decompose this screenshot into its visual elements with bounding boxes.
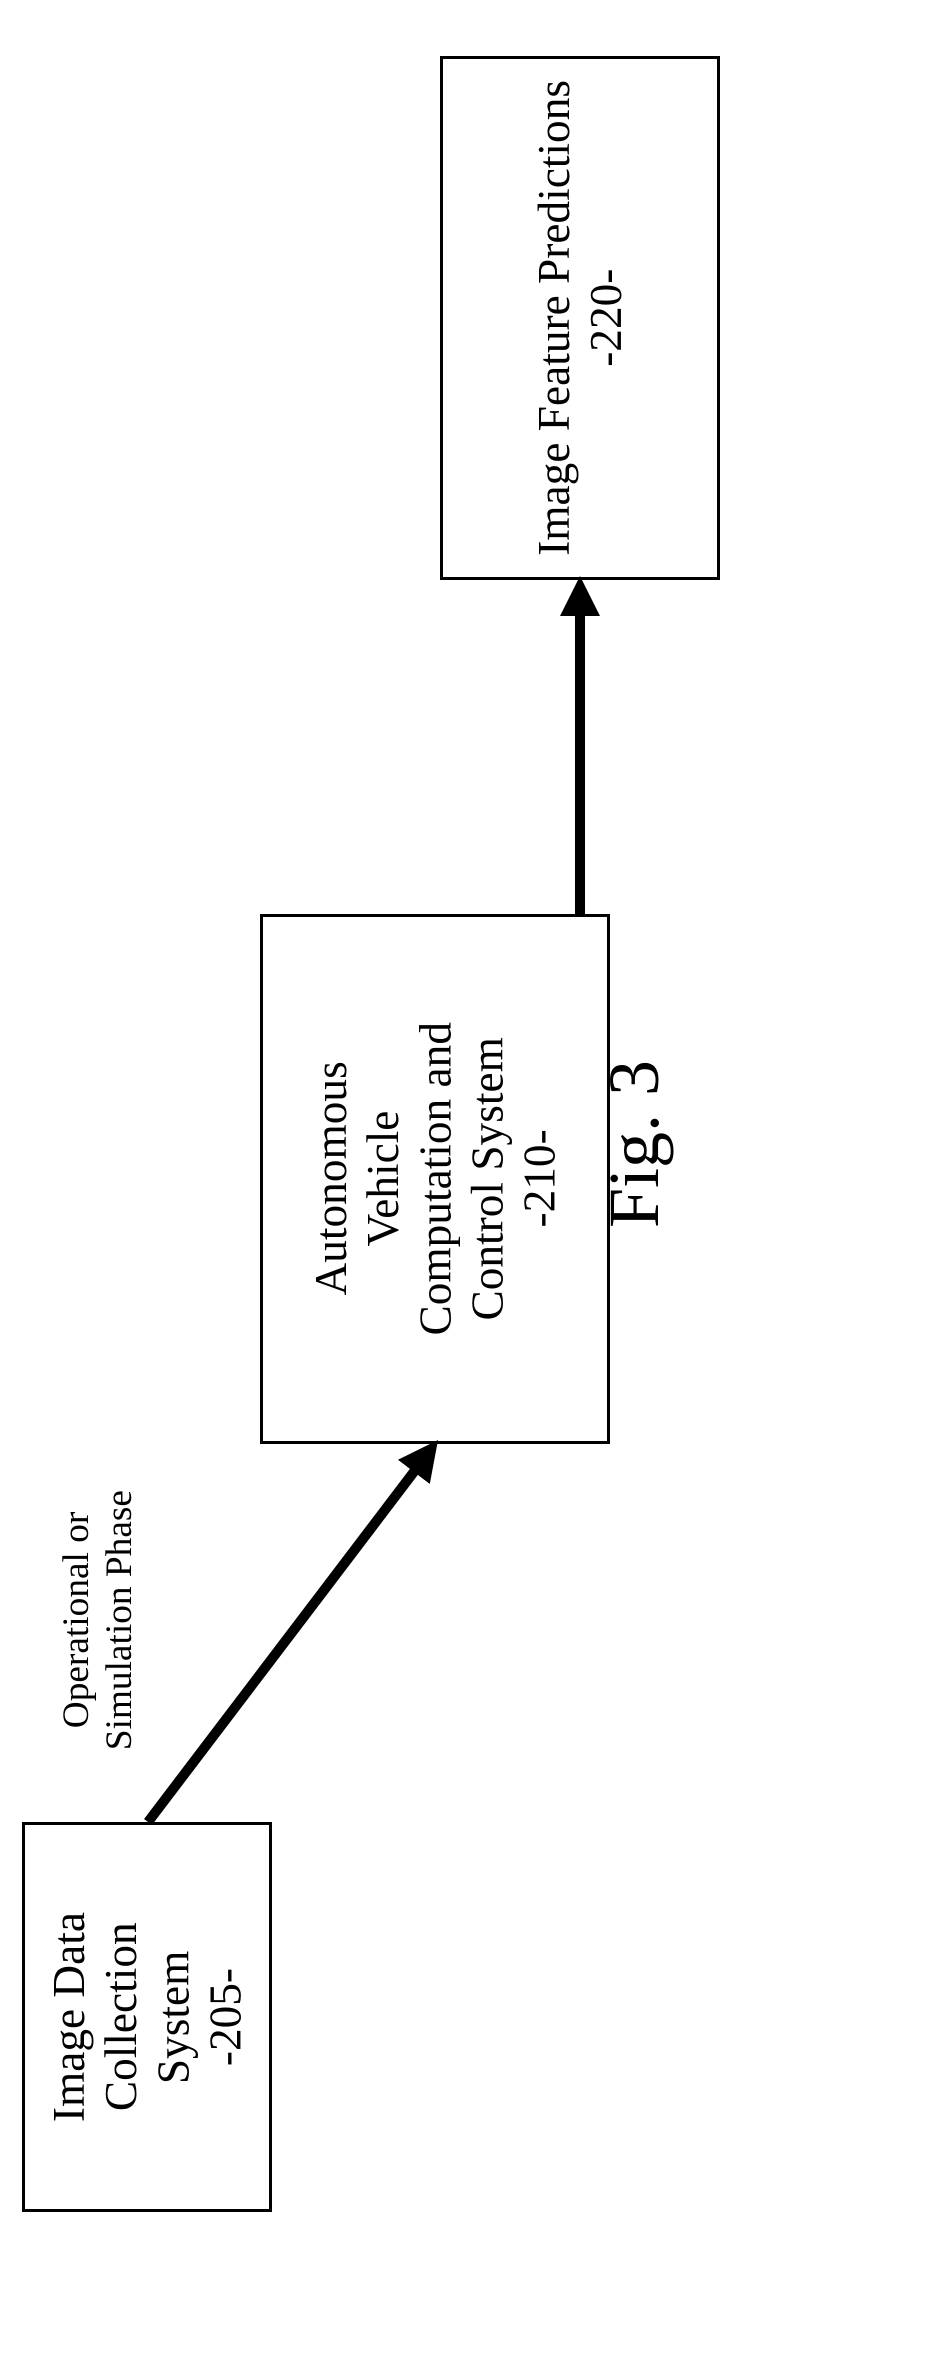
figure-caption-text: Fig. 3 <box>594 1060 674 1228</box>
figure-caption: Fig. 3 <box>593 1060 676 1228</box>
edge-210-to-220 <box>0 0 927 2365</box>
